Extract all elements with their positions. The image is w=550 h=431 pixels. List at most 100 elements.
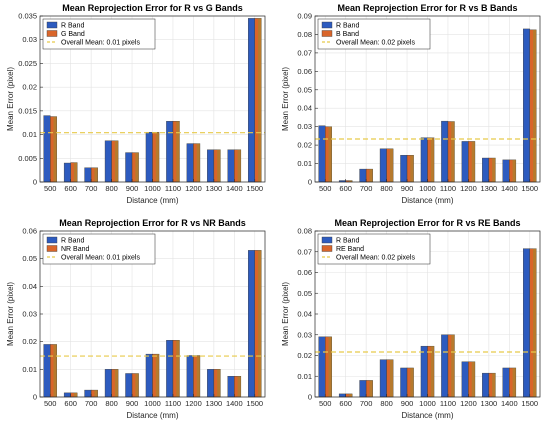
bar-rect	[166, 340, 174, 398]
x-tick-label: 900	[126, 184, 139, 193]
bar-shade	[196, 143, 200, 182]
bar-second-band-700	[90, 167, 98, 183]
bar-shade	[217, 369, 221, 397]
bar-rect	[125, 152, 133, 183]
bar-second-band-1200	[468, 361, 476, 398]
bar-shade	[73, 162, 78, 182]
bar-second-band-600	[70, 392, 78, 398]
bar-r-band-700	[359, 380, 367, 398]
bar-rect	[125, 373, 133, 398]
legend-mean-label: Overall Mean: 0.02 pixels	[336, 255, 415, 262]
y-tick-label: 0.08	[297, 227, 312, 236]
bar-rect	[63, 162, 71, 183]
bar-second-band-1000	[427, 345, 435, 398]
legend-swatch	[46, 245, 58, 252]
bar-second-band-1500	[529, 29, 537, 183]
x-tick-label: 1200	[185, 184, 202, 193]
legend-box	[317, 233, 431, 265]
bar-shade	[328, 336, 332, 397]
bar-second-band-700	[90, 389, 98, 398]
y-axis-label: Mean Error (pixel)	[6, 282, 15, 346]
legend-mean-label: Overall Mean: 0.02 pixels	[336, 40, 415, 47]
x-tick-label: 1300	[206, 184, 223, 193]
bar-r-band-1300	[207, 369, 215, 398]
x-tick-label: 500	[44, 399, 57, 408]
bar-second-band-800	[386, 359, 394, 398]
bar-r-band-700	[359, 168, 367, 183]
bar-shade	[217, 149, 221, 182]
bar-rect	[84, 389, 92, 398]
bar-shade	[369, 380, 373, 397]
x-tick-label: 1500	[521, 399, 538, 408]
chart-svg: 0 0.01 0.02 0.03 0.04 0.05 0.06 0.07 0.08 500 600 7…	[281, 218, 541, 420]
bar-r-band-1500	[248, 18, 255, 183]
x-tick-label: 700	[360, 184, 373, 193]
bar-second-band-1000	[152, 131, 160, 183]
bar-shade	[196, 355, 200, 397]
bar-shade	[451, 334, 455, 397]
x-tick-label: 1200	[185, 399, 202, 408]
bar-second-band-500	[325, 126, 332, 183]
bar-r-band-500	[43, 344, 51, 398]
bar-shade	[512, 159, 516, 182]
x-tick-label: 1500	[246, 399, 263, 408]
x-tick-label: 1400	[501, 399, 518, 408]
chart-panel-r-vs-g: 0 0.005 0.01 0.015 0.02 0.025 0.03 0.035 500 600 7…	[0, 0, 275, 215]
bar-rect	[523, 248, 530, 398]
bar-rect	[145, 353, 153, 398]
x-tick-label: 1100	[440, 184, 456, 193]
y-tick-label: 0	[33, 393, 37, 402]
chart-title: Mean Reprojection Error for R vs B Bands	[337, 3, 517, 13]
y-tick-label: 0.05	[297, 85, 312, 94]
bar-shade	[135, 373, 139, 397]
bar-r-band-1200	[461, 361, 469, 398]
bar-rect	[482, 372, 490, 398]
y-tick-label: 0.04	[22, 282, 37, 291]
bar-rect	[461, 361, 469, 398]
bar-second-band-500	[50, 116, 57, 183]
bar-rect	[166, 121, 174, 183]
x-tick-label: 1000	[144, 399, 161, 408]
bar-rect	[502, 159, 510, 183]
y-tick-label: 0.05	[297, 289, 312, 298]
bar-shade	[348, 180, 353, 182]
bar-second-band-1300	[488, 157, 496, 183]
bar-rect	[338, 393, 346, 398]
bar-r-band-1100	[166, 340, 174, 398]
bar-r-band-1400	[502, 159, 510, 183]
y-tick-label: 0.08	[297, 30, 312, 39]
bar-rect	[227, 376, 235, 398]
bar-second-band-1100	[172, 121, 180, 183]
bar-r-band-1100	[441, 120, 449, 183]
y-tick-label: 0.02	[297, 351, 312, 360]
y-tick-label: 0.04	[297, 104, 312, 113]
bar-r-band-800	[379, 148, 387, 183]
bar-r-band-800	[104, 140, 112, 183]
y-tick-label: 0.06	[297, 67, 312, 76]
bar-shade	[533, 29, 537, 183]
bar-shade	[94, 167, 98, 182]
bar-rect	[186, 355, 194, 398]
y-tick-label: 0.06	[297, 268, 312, 277]
chart-title: Mean Reprojection Error for R vs G Bands	[62, 3, 243, 13]
y-tick-label: 0.09	[297, 12, 312, 21]
bar-r-band-1000	[420, 345, 428, 398]
bar-rect	[379, 359, 387, 398]
bar-r-band-500	[318, 336, 326, 398]
bar-shade	[94, 390, 98, 397]
bar-second-band-1500	[254, 18, 262, 183]
bar-second-band-1200	[193, 143, 201, 183]
bar-rect	[441, 120, 449, 183]
bar-second-band-1100	[172, 340, 180, 398]
bar-r-band-1000	[145, 353, 153, 398]
bar-r-band-1000	[420, 137, 428, 183]
legend-label: B Band	[336, 31, 359, 38]
bar-rect	[420, 345, 428, 398]
y-tick-label: 0.035	[18, 12, 37, 21]
bar-r-band-800	[379, 359, 387, 398]
x-tick-label: 1300	[206, 399, 223, 408]
legend-box	[42, 18, 156, 50]
bar-rect	[482, 157, 490, 183]
bar-rect	[461, 141, 469, 183]
